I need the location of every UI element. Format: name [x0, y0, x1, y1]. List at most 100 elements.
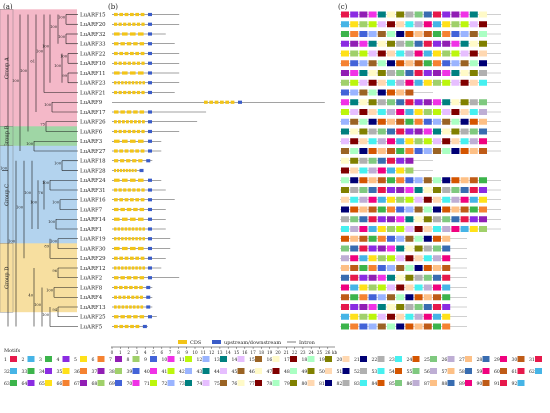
cds-block: [132, 22, 136, 26]
cds-block: [138, 71, 144, 75]
motif-box: [387, 313, 395, 320]
cds-block: [136, 90, 141, 95]
gene-names: LuARF15 LuARF20 LuARF32 LuARF33 LuARF22 LuARF…: [80, 12, 106, 330]
motif-box: [442, 79, 451, 86]
utr-block: [148, 110, 152, 114]
cds-block: [135, 295, 139, 299]
motif-box: [469, 40, 478, 47]
axis-unit: kb: [332, 350, 338, 355]
utr-block: [148, 188, 152, 192]
motif-number: 60: [494, 369, 500, 375]
cds-block: [114, 129, 118, 134]
axis-tick-label: 6: [160, 350, 163, 355]
motif-box: [368, 294, 377, 301]
motif-box: [442, 284, 451, 291]
motif-box: [377, 21, 386, 28]
motif-box: [368, 21, 377, 28]
motif-swatch: [10, 380, 17, 386]
gene-name: LuARF33: [80, 42, 106, 48]
utr-legend-label: upstream/downstream: [224, 340, 281, 346]
motif-box: [433, 274, 441, 281]
cds-block: [133, 207, 138, 212]
motif-swatch: [97, 380, 105, 386]
motif-box: [341, 235, 349, 242]
motif-box: [460, 206, 469, 213]
motif-box: [350, 109, 359, 115]
motif-box: [469, 50, 478, 57]
motif-box: [469, 70, 478, 76]
motif-box: [469, 196, 478, 203]
motif-box: [433, 70, 441, 76]
motif-number: 54: [389, 369, 395, 375]
cds-block: [136, 22, 141, 26]
cds-block: [122, 168, 125, 173]
cds-block: [133, 110, 138, 114]
motif-box: [405, 235, 414, 242]
motif-box: [359, 196, 368, 203]
motif-box: [442, 226, 451, 232]
cds-block: [129, 285, 133, 290]
motif-box: [479, 118, 487, 125]
cds-block: [114, 32, 120, 36]
cds-block: [124, 198, 129, 202]
axis-tick-label: 7: [169, 350, 172, 355]
motif-number: 36: [74, 369, 80, 375]
utr-block: [148, 237, 152, 241]
motif-swatch: [237, 368, 245, 374]
motif-swatch: [202, 368, 210, 374]
motif-box: [414, 196, 423, 203]
bootstrap-value: 100: [48, 220, 56, 224]
motif-swatch: [167, 380, 175, 386]
motif-box: [433, 50, 441, 57]
gene-name: LuARF9: [80, 100, 103, 106]
motif-swatch: [80, 380, 87, 386]
motif-box: [433, 265, 441, 271]
cds-block: [139, 315, 145, 319]
cds-block: [204, 100, 208, 104]
axis-tick-label: 21: [284, 350, 290, 355]
cds-block: [135, 198, 140, 202]
cds-block: [114, 110, 119, 114]
motif-box: [396, 313, 405, 320]
motif-box: [423, 235, 432, 242]
motif-swatch: [80, 356, 87, 362]
cds-block: [122, 178, 128, 182]
motif-box: [433, 31, 441, 37]
cds-block: [132, 61, 136, 65]
motif-box: [479, 50, 487, 57]
motif-box: [377, 89, 386, 96]
cds-block: [114, 305, 117, 309]
motif-box: [350, 245, 359, 252]
motif-box: [414, 187, 423, 193]
motif-box: [387, 216, 395, 223]
bootstrap-value: 99: [62, 74, 67, 78]
motif-box: [414, 235, 423, 242]
cds-block: [114, 61, 118, 65]
motif-swatch: [237, 380, 245, 386]
motif-box: [350, 274, 359, 281]
motif-box: [396, 294, 405, 301]
cds-block: [136, 61, 141, 65]
cds-block: [114, 217, 120, 221]
motif-box: [377, 167, 386, 174]
motif-box: [359, 128, 368, 135]
gene-name: LuARF22: [80, 51, 106, 57]
motif-box: [377, 313, 386, 320]
utr-block: [148, 217, 152, 221]
cds-block: [130, 12, 134, 17]
gene-name: LuARF25: [80, 315, 106, 321]
motif-box: [377, 216, 386, 223]
motif-box: [396, 187, 405, 193]
motif-box: [469, 118, 478, 125]
motif-box: [433, 40, 441, 47]
motif-swatch: [255, 356, 262, 362]
motif-box: [414, 128, 423, 135]
utr-block: [142, 324, 147, 329]
cds-block: [132, 90, 136, 95]
cds-block: [119, 285, 123, 290]
motif-box: [350, 313, 359, 320]
cds-block: [119, 324, 124, 329]
motif-box: [341, 196, 349, 203]
motif-box: [359, 109, 368, 115]
motif-number: 29: [494, 357, 500, 363]
